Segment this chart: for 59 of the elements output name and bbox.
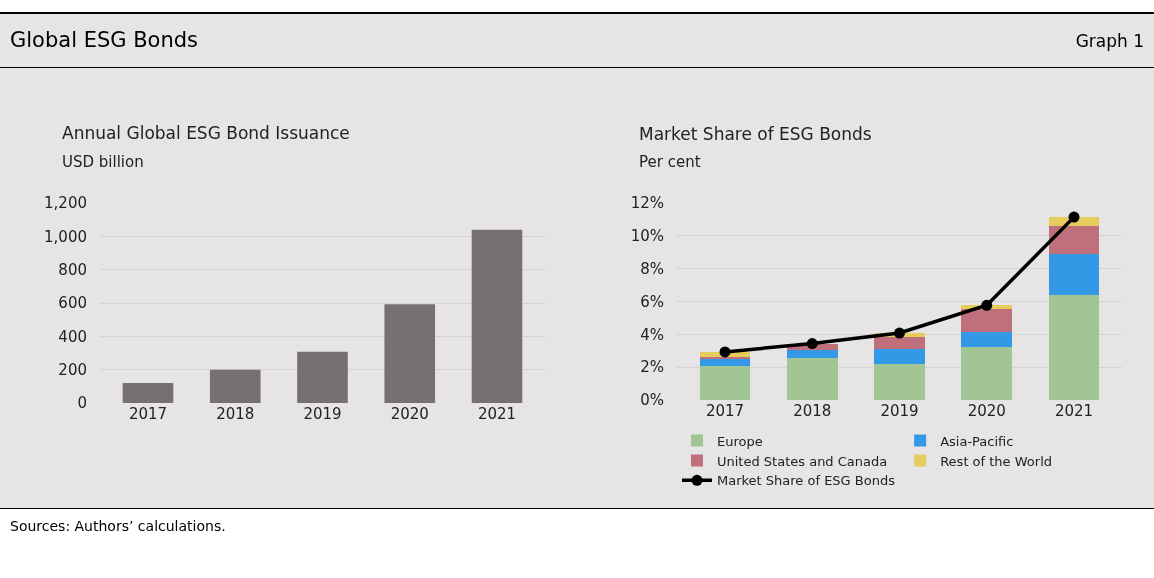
bar xyxy=(874,348,925,365)
bar xyxy=(209,369,261,403)
y-tick-label: 200 xyxy=(58,360,87,379)
bar xyxy=(699,365,751,400)
legend-label: Europe xyxy=(717,433,763,449)
chart-title: Market Share of ESG Bonds xyxy=(639,124,872,144)
legend-label: Asia-Pacific xyxy=(940,433,1014,449)
bar xyxy=(874,337,925,349)
y-tick-label: 1,200 xyxy=(44,194,87,213)
caption: Graph 1 xyxy=(1075,31,1144,51)
y-tick-label: 6% xyxy=(640,292,664,311)
y-tick-label: 1,000 xyxy=(44,227,87,246)
chart-title: Global ESG Bonds xyxy=(10,28,199,52)
point xyxy=(894,327,905,339)
point xyxy=(981,299,993,311)
bar xyxy=(384,304,436,403)
bar xyxy=(786,357,838,400)
y-axis-title: USD billion xyxy=(62,153,144,171)
y-tick-label: 0 xyxy=(77,394,87,413)
point xyxy=(806,338,818,350)
y-tick-label: 10% xyxy=(630,227,664,246)
bar xyxy=(786,350,838,358)
x-tick-label: 2020 xyxy=(967,402,1006,420)
bar xyxy=(1048,254,1100,296)
x-tick-label: 2019 xyxy=(880,402,919,420)
x-tick-label: 2017 xyxy=(128,405,168,423)
bar xyxy=(1048,295,1100,400)
legend-label: United States and Canada xyxy=(717,453,888,469)
bar xyxy=(1048,226,1100,255)
y-tick-label: 800 xyxy=(58,260,87,279)
legend-label: Market Share of ESG Bonds xyxy=(717,473,896,489)
x-tick-label: 2018 xyxy=(216,405,255,423)
x-tick-label: 2021 xyxy=(1054,402,1094,420)
y-tick-label: 600 xyxy=(58,294,87,313)
legend-label: Rest of the World xyxy=(940,453,1053,469)
y-tick-label: 4% xyxy=(640,325,664,344)
bar xyxy=(297,351,348,403)
bar xyxy=(122,383,174,403)
x-tick-label: 2019 xyxy=(303,405,342,423)
y-tick-label: 400 xyxy=(58,327,87,346)
bar xyxy=(699,358,751,366)
x-tick-label: 2018 xyxy=(793,402,832,420)
y-axis-title: Per cent xyxy=(639,153,701,171)
y-tick-label: 2% xyxy=(640,358,664,377)
point xyxy=(719,346,731,358)
bar xyxy=(471,229,523,403)
bar xyxy=(961,331,1013,347)
bar xyxy=(874,364,925,400)
source-note: Sources: Authors’ calculations. xyxy=(10,518,226,534)
bar xyxy=(961,346,1013,400)
y-tick-label: 12% xyxy=(630,194,664,213)
chart-subtitle: Annual Global ESG Bond Issuance xyxy=(62,123,350,143)
y-tick-label: 0% xyxy=(640,391,664,410)
y-tick-label: 8% xyxy=(640,259,664,278)
x-tick-label: 2021 xyxy=(477,405,517,423)
x-tick-label: 2017 xyxy=(705,402,745,420)
point xyxy=(1068,211,1080,223)
bar xyxy=(961,308,1013,332)
x-tick-label: 2020 xyxy=(390,405,429,423)
